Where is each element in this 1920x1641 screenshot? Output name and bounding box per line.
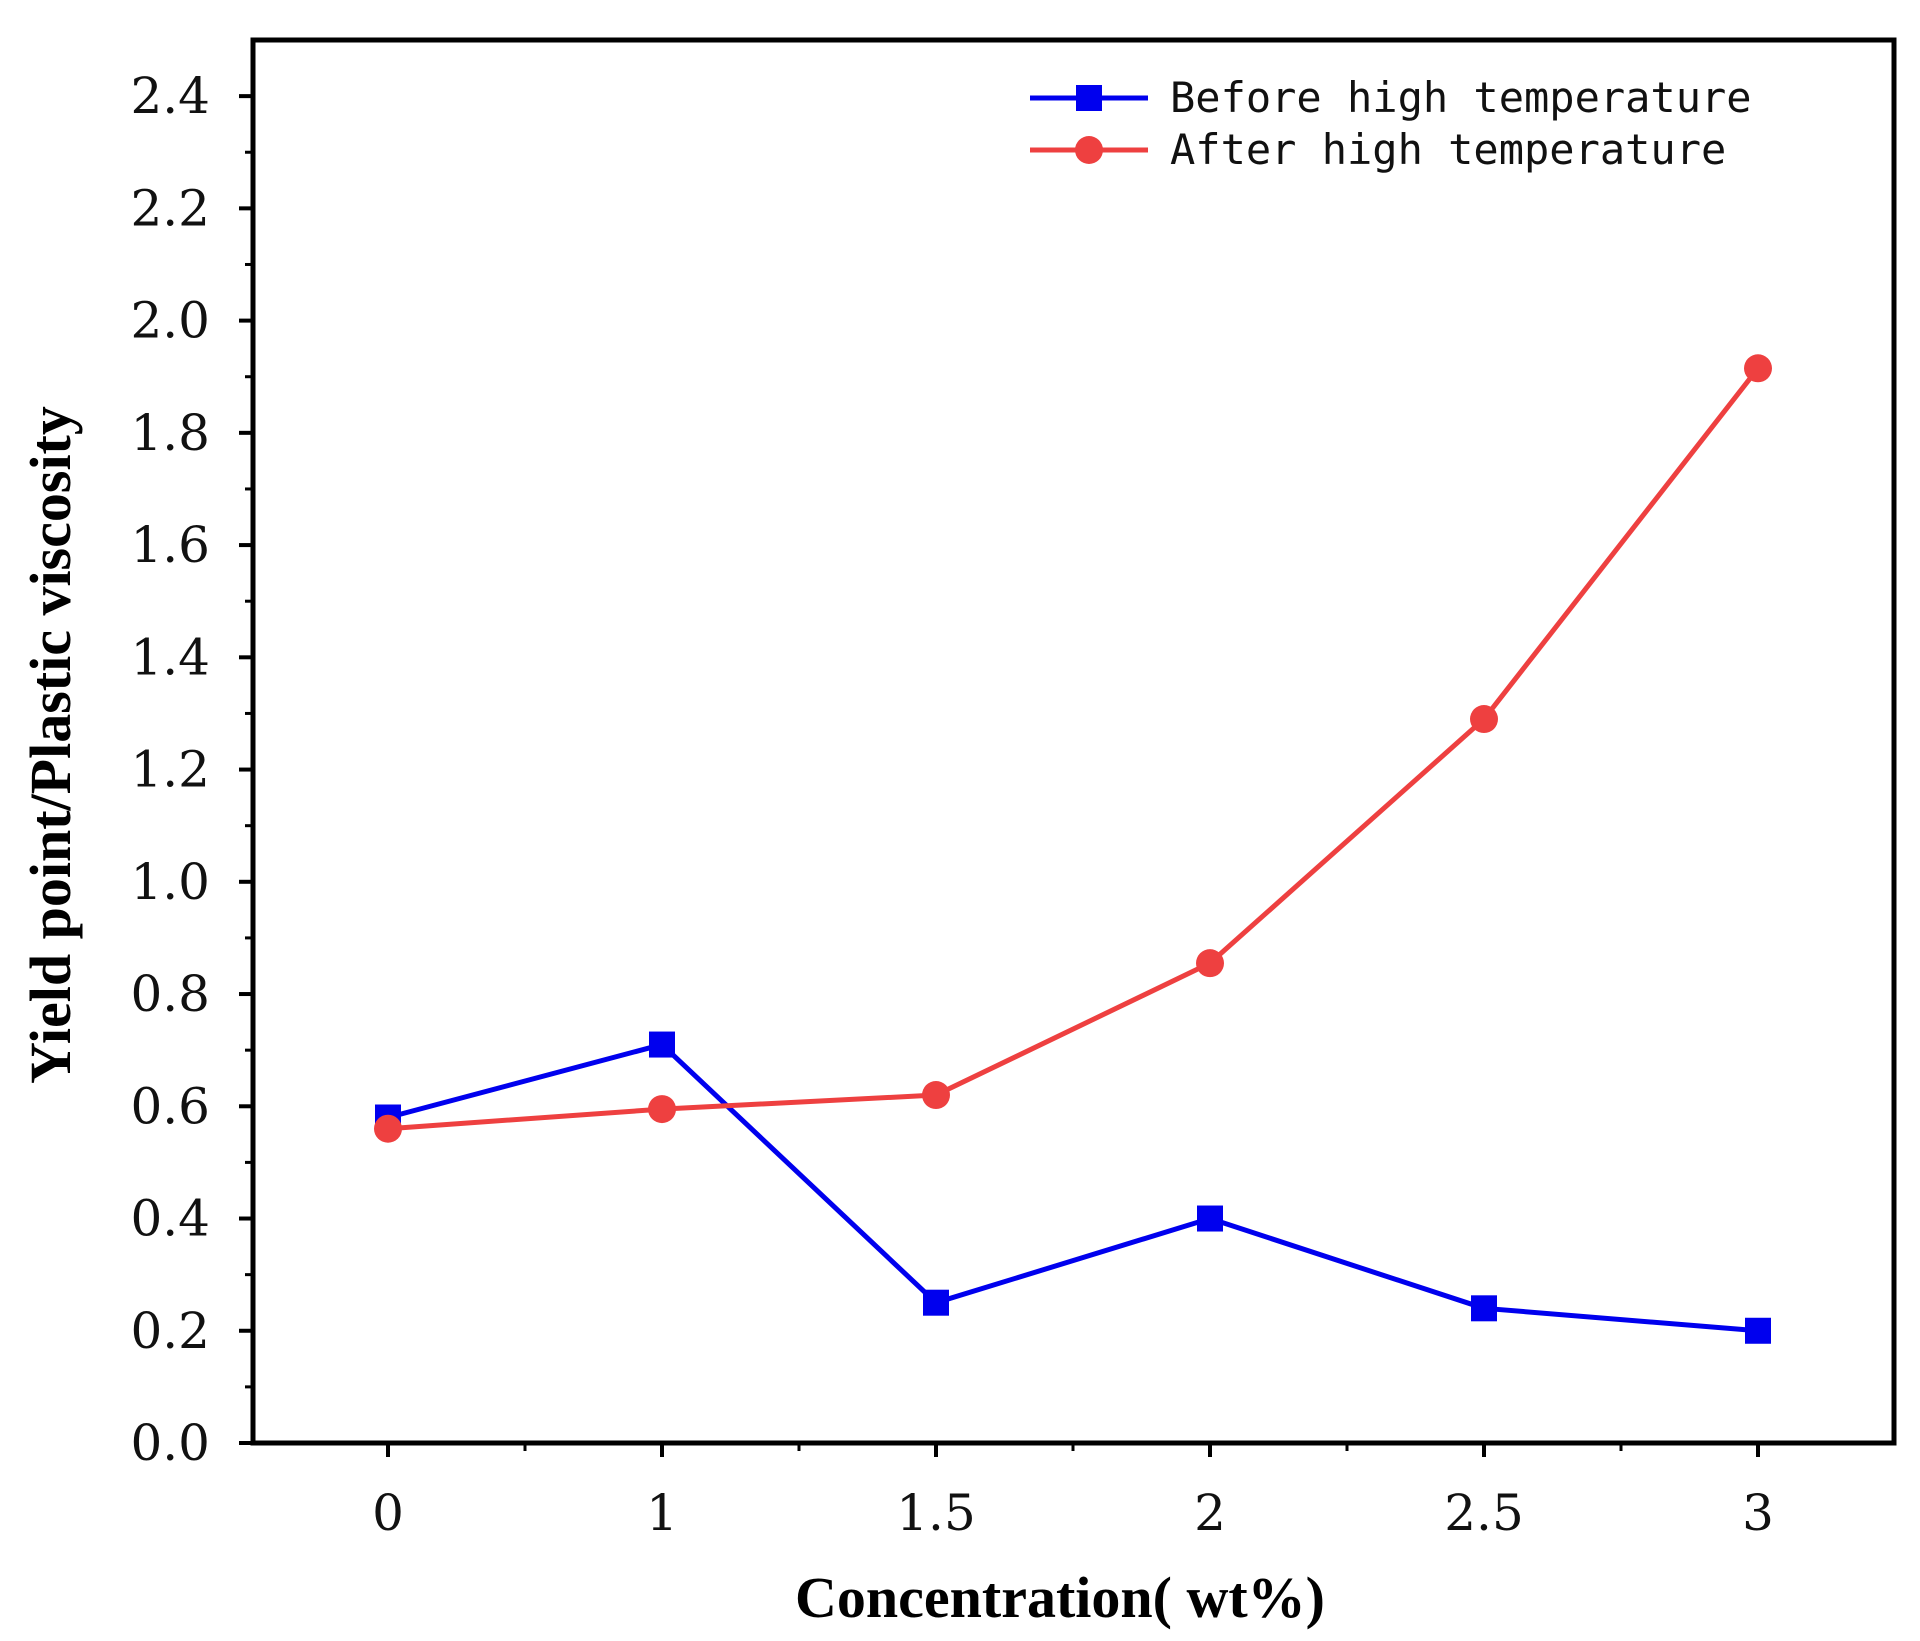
data-point	[923, 1289, 949, 1316]
y-tick-label: 1.4	[130, 628, 210, 686]
data-point	[1197, 1205, 1223, 1232]
y-tick-label: 1.8	[130, 404, 210, 462]
series-2	[374, 354, 1772, 1143]
legend-item: After high temperature	[1030, 125, 1726, 174]
y-tick-label: 1.2	[130, 741, 210, 799]
x-tick-label: 1.5	[896, 1484, 976, 1542]
data-point	[1745, 1317, 1771, 1344]
data-point	[648, 1095, 676, 1124]
series-layer	[374, 354, 1772, 1344]
x-tick-label: 1	[646, 1484, 678, 1542]
data-point	[922, 1081, 950, 1110]
data-point	[1196, 949, 1224, 978]
data-point	[649, 1031, 675, 1058]
y-tick-label: 0.0	[130, 1414, 210, 1472]
y-axis-title: Yield point/Plastic viscosity	[18, 406, 83, 1084]
y-tick-label: 0.8	[130, 965, 210, 1023]
x-tick-label: 0	[372, 1484, 404, 1542]
legend-label: After high temperature	[1170, 125, 1726, 174]
y-tick-label: 0.2	[130, 1302, 210, 1360]
x-tick-label: 3	[1742, 1484, 1774, 1542]
series-line	[387, 366, 1760, 1132]
y-tick-label: 2.2	[130, 179, 210, 237]
data-point	[1744, 354, 1772, 383]
x-axis-title: Concentration( wt%)	[795, 1565, 1325, 1630]
plot-frame	[250, 37, 1897, 1446]
y-tick-label: 1.6	[130, 516, 210, 574]
legend-label: Before high temperature	[1170, 73, 1752, 122]
data-point	[374, 1114, 402, 1143]
y-tick-label: 0.4	[130, 1190, 210, 1248]
x-tick-label: 2.5	[1444, 1484, 1524, 1542]
series-1	[375, 1031, 1771, 1344]
y-tick-label: 1.0	[130, 853, 210, 911]
data-point	[1471, 1295, 1497, 1322]
legend-marker	[1076, 85, 1102, 111]
x-tick-label: 2	[1194, 1484, 1226, 1542]
series-line	[387, 1042, 1759, 1334]
y-tick-label: 2.0	[130, 292, 210, 350]
legend-marker	[1075, 136, 1103, 164]
tick-layer: 0.0 0.2 0.4 0.6 0.8 1.0 1.2 1.4 1.6 1.8 2.0 2.2 2.4 0…	[130, 67, 1773, 1542]
data-point	[1470, 705, 1498, 734]
legend-item: Before high temperature	[1030, 73, 1752, 122]
y-tick-label: 2.4	[130, 67, 210, 125]
y-tick-label: 0.6	[130, 1077, 210, 1135]
